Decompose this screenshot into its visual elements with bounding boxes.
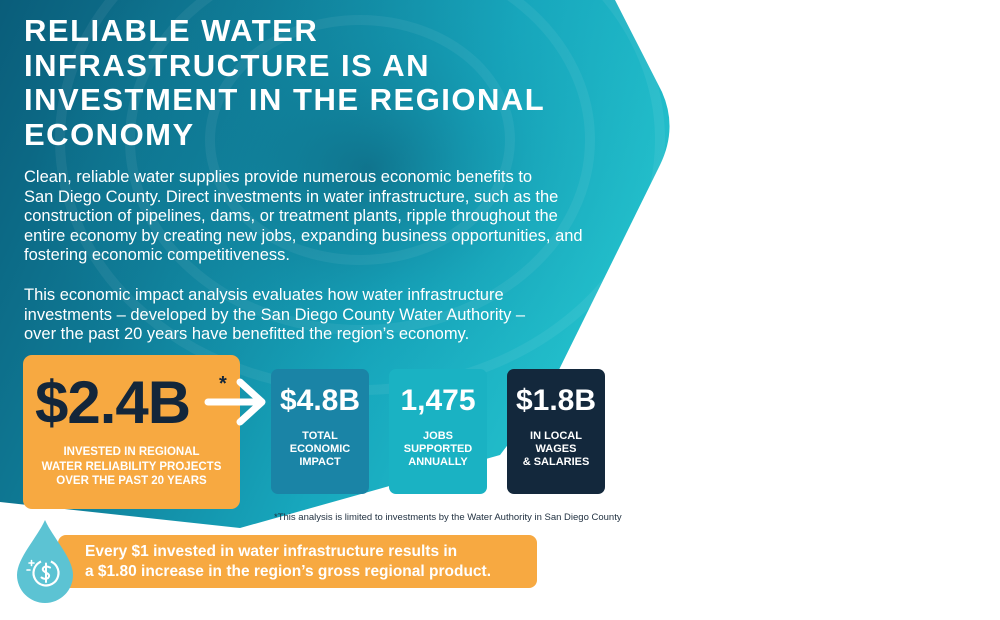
title-line: ECONOMY [24,116,195,152]
callout-line: a $1.80 increase in the region’s gross r… [85,563,491,580]
title-line: INFRASTRUCTURE IS AN [24,47,431,83]
water-drop-dollar-icon [17,520,73,603]
analysis-paragraph: This economic impact analysis evaluates … [24,286,624,345]
footnote: *This analysis is limited to investments… [274,512,622,523]
caption-line: WATER RELIABILITY PROJECTS [41,460,222,473]
footnote-marker: * [219,373,227,395]
arrow-right-icon [204,378,266,426]
caption-line: IN LOCAL [530,430,582,442]
caption-line: OVER THE PAST 20 YEARS [56,475,207,487]
stat-card-wages: $1.8B IN LOCAL WAGES & SALARIES [507,369,605,494]
caption-line: SUPPORTED [403,443,473,455]
caption-line: TOTAL [302,430,338,442]
stat-value: $1.8B [515,384,597,417]
investment-caption: INVESTED IN REGIONAL WATER RELIABILITY P… [23,445,240,489]
investment-card: $2.4B * INVESTED IN REGIONAL WATER RELIA… [23,355,240,509]
paragraph-line: entire economy by creating new jobs, exp… [24,226,583,245]
intro-paragraph: Clean, reliable water supplies provide n… [24,168,624,266]
callout-line: Every $1 invested in water infrastructur… [85,543,458,560]
paragraph-line: over the past 20 years have benefitted t… [24,325,470,343]
paragraph-line: fostering economic competitiveness. [24,246,290,264]
investment-value: $2.4B [35,369,191,436]
paragraph-line: Clean, reliable water supplies provide n… [24,168,533,186]
stat-value: 1,475 [400,384,476,417]
caption-line: ECONOMIC [289,443,351,455]
stat-caption: IN LOCAL WAGES & SALARIES [507,430,605,469]
title-line: INVESTMENT IN THE REGIONAL [24,82,546,117]
paragraph-line: investments – developed by the San Diego… [24,305,526,324]
paragraph-line: construction of pipelines, dams, or trea… [24,207,558,225]
stat-card-economic-impact: $4.8B TOTAL ECONOMIC IMPACT [271,369,369,494]
caption-line: WAGES [535,443,577,455]
caption-line: IMPACT [299,456,341,468]
caption-line: INVESTED IN REGIONAL [63,446,200,458]
paragraph-line: San Diego County. Direct investments in … [24,187,559,206]
caption-line: ANNUALLY [408,456,468,468]
page-title: RELIABLE WATER INFRASTRUCTURE IS AN INVE… [24,13,584,152]
stat-value: $4.8B [279,384,361,417]
caption-line: JOBS [423,430,453,442]
stat-caption: TOTAL ECONOMIC IMPACT [271,430,369,469]
stat-caption: JOBS SUPPORTED ANNUALLY [389,430,487,469]
title-line: RELIABLE WATER [24,13,319,48]
callout-banner: Every $1 invested in water infrastructur… [58,535,537,588]
stat-card-jobs: 1,475 JOBS SUPPORTED ANNUALLY [389,369,487,494]
paragraph-line: This economic impact analysis evaluates … [24,286,504,304]
callout-text: Every $1 invested in water infrastructur… [85,542,491,582]
caption-line: & SALARIES [522,456,590,468]
